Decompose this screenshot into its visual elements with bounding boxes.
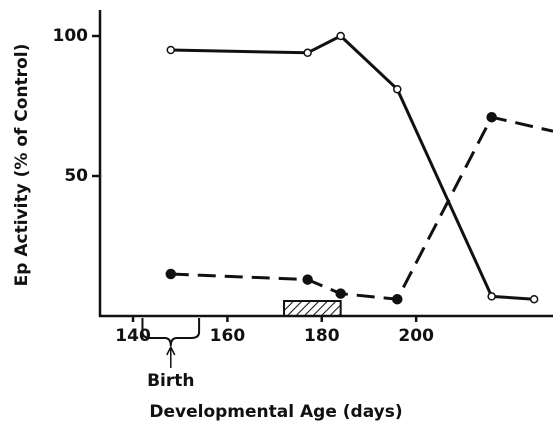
y-axis-label: Ep Activity (% of Control) <box>12 44 32 287</box>
data-point <box>487 292 496 301</box>
series-line <box>170 115 553 301</box>
data-point <box>486 111 497 123</box>
hatched-range <box>283 300 342 317</box>
x-tick-label: 200 <box>398 326 434 346</box>
x-tick-label: 160 <box>210 326 246 346</box>
birth-brace <box>141 318 201 347</box>
data-point <box>392 293 403 305</box>
birth-arrow <box>166 345 176 368</box>
annotation-text: Birth <box>147 371 194 391</box>
y-tick-label: 100 <box>53 26 89 46</box>
data-point <box>529 294 539 304</box>
series-line <box>170 34 535 301</box>
y-tick-label: 50 <box>64 166 88 186</box>
data-point <box>393 84 402 94</box>
x-tick-label: 180 <box>304 326 340 346</box>
data-point <box>166 45 176 55</box>
x-axis-label: Developmental Age (days) <box>149 402 402 422</box>
data-point <box>165 268 177 280</box>
data-point <box>302 274 313 285</box>
data-point <box>335 288 346 299</box>
data-point <box>303 48 312 58</box>
data-point <box>336 31 345 41</box>
